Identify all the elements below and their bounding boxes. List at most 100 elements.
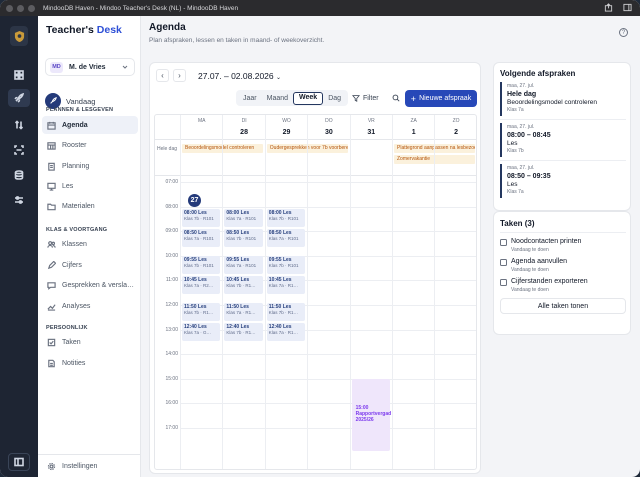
lesson-title: 08:00 Les (226, 209, 250, 216)
view-day-button[interactable]: Dag (328, 94, 342, 102)
date-range-picker[interactable]: 27.07. – 02.08.2026 ⌄ (198, 71, 281, 81)
day-name: MA (197, 118, 206, 124)
lesson-sub: Klas 7b · R101 (268, 215, 299, 221)
upcoming-item[interactable]: maa, 27. jul. 08:50 – 09:35 Les Klas 7a (500, 164, 624, 198)
task-checkbox[interactable] (500, 259, 507, 266)
day-name: VR (367, 118, 375, 124)
main-content: Agenda Plan afspraken, lessen en taken i… (141, 16, 640, 477)
view-month-button[interactable]: Maand (266, 94, 289, 102)
hour-line (180, 206, 476, 208)
rail-launch-button[interactable] (8, 89, 30, 107)
day-date: 30 (324, 129, 333, 136)
appointment-subject: Les (507, 140, 518, 147)
folder-icon (47, 202, 56, 211)
rail-settings-button[interactable] (8, 191, 30, 209)
day-header[interactable]: WO 29 (264, 115, 307, 140)
upcoming-item[interactable]: maa, 27. jul. Hele dag Beoordelingsmodel… (500, 82, 624, 116)
lesson-event[interactable]: 11:50 Les Klas 7a · R1… (224, 302, 263, 321)
sidebar-item-agenda[interactable]: Agenda (42, 116, 138, 134)
maximize-window-button[interactable] (28, 4, 35, 12)
lesson-sub: Klas 7a · R1… (268, 283, 299, 289)
view-week-button[interactable]: Week (293, 91, 324, 105)
rail-sync-button[interactable] (8, 116, 30, 134)
lesson-sub: Klas 7b · R101 (268, 262, 299, 268)
lesson-event[interactable]: 12:40 Les Klas 7b · R1… (224, 323, 263, 342)
task-checkbox[interactable] (500, 239, 507, 246)
day-header[interactable]: VR 31 (349, 115, 392, 140)
upcoming-item[interactable]: maa, 27. jul. 08:00 – 08:45 Les Klas 7b (500, 123, 624, 157)
lesson-event[interactable]: 08:50 Les Klas 7b · R101 (224, 229, 263, 248)
day-header-row: MA 27 DI 28 WO 29 DO 30 VR 31 ZA 1 ZO 2 (155, 115, 476, 207)
report-sub: 2025/26 (355, 416, 374, 423)
brand-part-1: Teacher's (46, 24, 94, 36)
lesson-event[interactable]: 09:55 Les Klas 7b · R101 (182, 255, 221, 274)
filter-button[interactable]: Filter (348, 90, 386, 106)
lesson-event[interactable]: 08:00 Les Klas 7b · R101 (182, 208, 221, 227)
lesson-event[interactable]: 10:45 Les Klas 7a · R1… (266, 276, 306, 295)
close-window-button[interactable] (6, 4, 13, 12)
appointment-time: 08:00 – 08:45 (507, 132, 551, 139)
search-icon (392, 94, 400, 102)
lesson-event[interactable]: 12:40 Les Klas 7a · G… (182, 323, 221, 342)
today-link[interactable]: Vandaag (45, 93, 95, 109)
lesson-event[interactable]: 11:50 Les Klas 7b · R1… (182, 302, 221, 321)
sidebar-toggle-icon[interactable] (623, 3, 632, 12)
share-icon[interactable] (604, 3, 613, 12)
section-title-plannen: PLANNEN & LESGEVEN (46, 107, 114, 113)
hour-label: 16:00 (165, 400, 178, 407)
new-appointment-button[interactable]: + Nieuwe afspraak (405, 90, 477, 107)
sidebar-item-klassen[interactable]: Klassen (42, 235, 138, 253)
sidebar-item-analyses[interactable]: Analyses (42, 297, 138, 315)
search-button[interactable] (389, 91, 403, 105)
sidebar-item-rooster[interactable]: Rooster (42, 136, 138, 154)
day-header[interactable]: ZA 1 (392, 115, 434, 140)
lesson-event[interactable]: 10:45 Les Klas 7b · R1… (224, 276, 263, 295)
lesson-event[interactable]: 09:55 Les Klas 7a · R101 (224, 255, 263, 274)
lesson-event[interactable]: 11:50 Les Klas 7b · R1… (266, 302, 306, 321)
day-header[interactable]: ZO 2 (434, 115, 476, 140)
day-column-line (434, 140, 436, 469)
titlebar-actions (604, 3, 632, 12)
day-header[interactable]: DO 30 (307, 115, 349, 140)
show-all-tasks-button[interactable]: Alle taken tonen (500, 298, 626, 314)
minimize-window-button[interactable] (17, 4, 24, 12)
lesson-title: 11:50 Les (226, 303, 249, 310)
prev-week-button[interactable]: ‹ (156, 69, 169, 82)
rail-dashboard-button[interactable] (8, 66, 30, 84)
hour-line (180, 378, 476, 380)
report-meeting-event[interactable]: 15:00 Rapportvergad 2025/26 (351, 378, 391, 451)
plus-icon: + (410, 93, 417, 104)
divider (500, 160, 626, 161)
sidebar-item-planning[interactable]: Planning (42, 157, 138, 175)
sidebar-item-instellingen[interactable]: Instellingen (42, 457, 138, 475)
task-checkbox[interactable] (500, 279, 507, 286)
lesson-event[interactable]: 08:50 Les Klas 7a · R101 (266, 229, 306, 248)
app-logo (10, 26, 28, 46)
sidebar-item-cijfers[interactable]: Cijfers (42, 256, 138, 274)
view-year-button[interactable]: Jaar (243, 94, 257, 102)
lesson-title: 09:55 Les (184, 256, 207, 263)
day-header[interactable]: MA 27 (180, 115, 222, 207)
sidebar-item-notities[interactable]: Notities (42, 354, 138, 372)
lesson-event[interactable]: 08:50 Les Klas 7a · R101 (182, 229, 221, 248)
hour-line (180, 182, 476, 183)
sidebar-item-taken[interactable]: Taken (42, 333, 138, 351)
hour-line (180, 329, 476, 331)
day-name: WO (282, 118, 291, 124)
sidebar-item-gesprekken[interactable]: Gesprekken & versla… (42, 276, 138, 294)
sidebar-item-les[interactable]: Les (42, 177, 138, 195)
rail-database-button[interactable] (8, 166, 30, 184)
lesson-event[interactable]: 09:55 Les Klas 7b · R101 (266, 255, 306, 274)
user-switcher[interactable]: MD M. de Vries (45, 58, 135, 76)
rail-collapse-button[interactable] (8, 453, 30, 471)
help-icon[interactable]: ? (619, 28, 628, 37)
next-week-button[interactable]: › (173, 69, 186, 82)
lesson-event[interactable]: 08:00 Les Klas 7a · R101 (224, 208, 263, 227)
rail-scan-button[interactable] (8, 141, 30, 159)
sidebar-item-materialen[interactable]: Materialen (42, 197, 138, 215)
lesson-title: 12:40 Les (184, 324, 207, 331)
day-header[interactable]: DI 28 (222, 115, 264, 140)
lesson-event[interactable]: 08:00 Les Klas 7b · R101 (266, 208, 306, 227)
lesson-event[interactable]: 12:40 Les Klas 7a · R1… (266, 323, 306, 342)
lesson-event[interactable]: 10:45 Les Klas 7a · R2… (182, 276, 221, 295)
